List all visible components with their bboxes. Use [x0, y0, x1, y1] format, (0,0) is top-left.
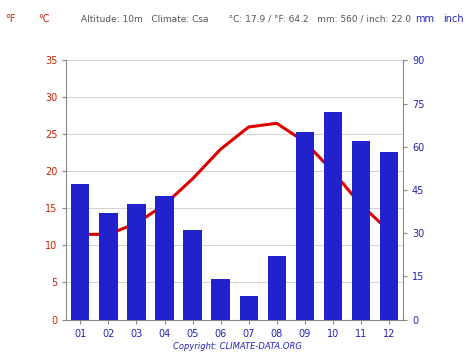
Bar [128, 204, 146, 320]
Text: °C: °C [38, 14, 49, 24]
Bar [183, 230, 201, 320]
Bar [239, 296, 258, 320]
Bar [155, 196, 173, 320]
Text: inch: inch [443, 14, 464, 24]
Bar [268, 256, 286, 320]
Bar [352, 141, 370, 320]
Bar [324, 112, 342, 320]
Text: mm: mm [415, 14, 434, 24]
Text: Copyright: CLIMATE-DATA.ORG: Copyright: CLIMATE-DATA.ORG [173, 343, 301, 351]
Text: Altitude: 10m   Climate: Csa       °C: 17.9 / °F: 64.2   mm: 560 / inch: 22.0: Altitude: 10m Climate: Csa °C: 17.9 / °F… [81, 14, 410, 23]
Bar [211, 279, 230, 320]
Bar [71, 184, 90, 320]
Bar [296, 132, 314, 320]
Bar [100, 213, 118, 320]
Text: °F: °F [5, 14, 15, 24]
Bar [380, 153, 398, 320]
